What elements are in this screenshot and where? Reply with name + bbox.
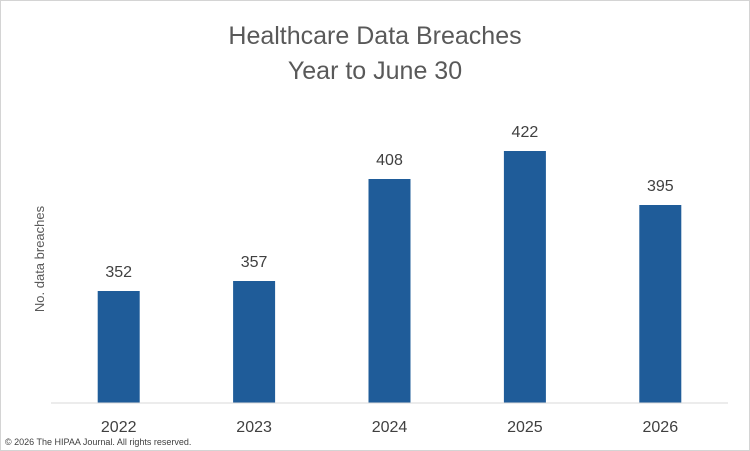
bar-2025 [503,151,546,403]
y-axis-label: No. data breaches [32,205,47,312]
data-label-2024: 408 [376,152,403,169]
data-label-2025: 422 [512,124,539,141]
x-tick-labels: 2022 2023 2024 2025 2026 [101,419,678,436]
copyright-notice: © 2026 The HIPAA Journal. All rights res… [5,437,192,447]
data-label-2022: 352 [105,264,132,281]
data-label-2023: 357 [241,254,268,271]
bar-2022 [97,291,140,403]
chart-subtitle: Year to June 30 [288,57,462,85]
x-tick-label-2024: 2024 [372,419,408,436]
x-tick-label-2022: 2022 [101,419,137,436]
x-tick-label-2025: 2025 [507,419,543,436]
data-label-2026: 395 [647,178,674,195]
bar-2023 [233,281,276,403]
data-labels: 352 357 408 422 395 [105,124,673,281]
x-tick-label-2026: 2026 [643,419,679,436]
chart-title: Healthcare Data Breaches [228,22,521,50]
bar-2026 [639,205,682,403]
x-tick-label-2023: 2023 [236,419,272,436]
bar-2024 [368,179,411,403]
bars-group [97,151,682,403]
